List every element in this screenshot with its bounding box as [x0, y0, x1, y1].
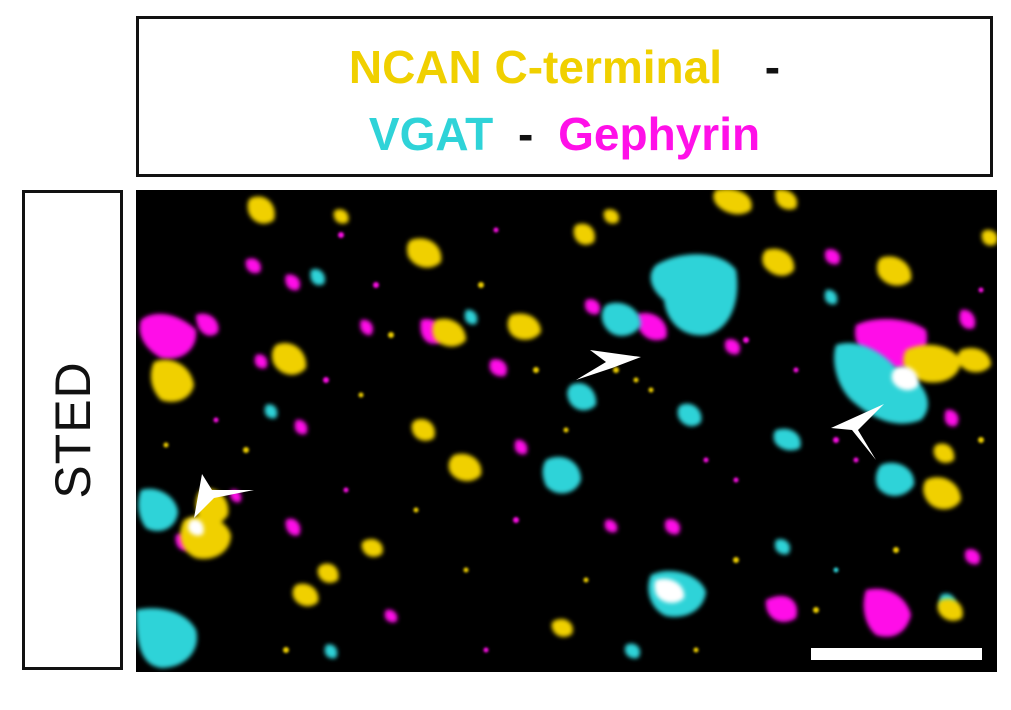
- micrograph-image: [136, 190, 997, 668]
- ncan-puncta: [150, 190, 997, 637]
- scale-bar: [811, 648, 982, 660]
- legend-line-1: NCAN C-terminal -: [139, 44, 990, 90]
- legend-line-2: VGAT - Gephyrin: [139, 111, 990, 157]
- gephyrin-label: Gephyrin: [558, 108, 761, 160]
- gephyrin-puncta: [139, 249, 981, 637]
- arrow-icon: [576, 350, 641, 380]
- ncan-label: NCAN C-terminal: [348, 41, 723, 93]
- legend-separator: -: [764, 41, 781, 93]
- sted-micrograph: [136, 190, 997, 672]
- channel-legend-box: NCAN C-terminal - VGAT - Gephyrin: [136, 16, 993, 177]
- vgat-label: VGAT: [368, 108, 494, 160]
- row-label-box: STED: [22, 190, 123, 670]
- colocalization-highlights: [188, 366, 919, 603]
- legend-separator: -: [518, 108, 534, 160]
- background-speckles: [163, 227, 984, 653]
- arrow-icon: [194, 474, 254, 518]
- vgat-puncta: [136, 254, 956, 668]
- sted-label: STED: [44, 361, 101, 499]
- arrow-annotations: [194, 350, 884, 518]
- arrow-icon: [831, 404, 884, 460]
